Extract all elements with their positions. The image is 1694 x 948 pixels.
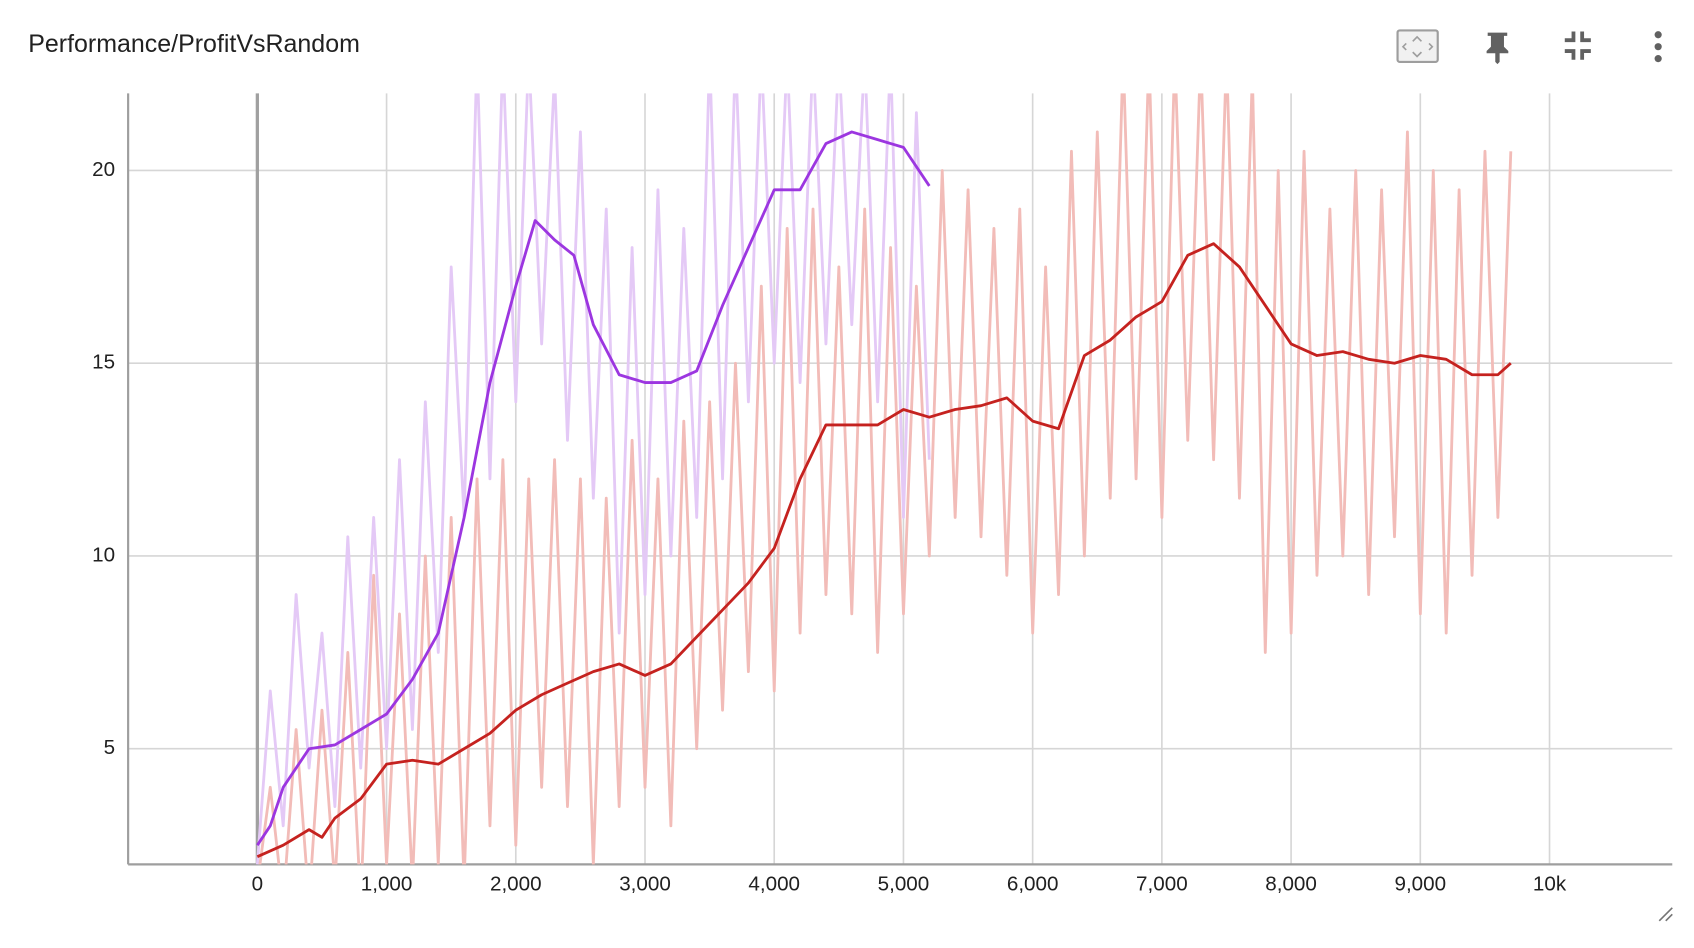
x-tick-label: 7,000 xyxy=(1136,872,1188,895)
x-tick-label: 8,000 xyxy=(1265,872,1317,895)
y-tick-label: 20 xyxy=(92,158,115,181)
plot-area xyxy=(255,93,1513,865)
series-line xyxy=(256,242,1512,858)
series-line xyxy=(256,130,931,846)
x-tick-label: 0 xyxy=(252,872,263,895)
y-tick-label: 15 xyxy=(92,351,115,374)
x-tick-label: 5,000 xyxy=(878,872,930,895)
chart-title: Performance/ProfitVsRandom xyxy=(28,30,360,58)
x-tick-label: 9,000 xyxy=(1394,872,1446,895)
y-tick-label: 5 xyxy=(104,736,115,759)
x-tick-label: 10k xyxy=(1533,872,1567,895)
toolbar xyxy=(1396,29,1662,65)
x-tick-label: 4,000 xyxy=(748,872,800,895)
x-tick-label: 2,000 xyxy=(490,872,542,895)
x-tick-label: 1,000 xyxy=(361,872,413,895)
series-line xyxy=(255,93,931,865)
fit-domain-button[interactable] xyxy=(1396,29,1439,63)
y-tick-label: 10 xyxy=(92,543,115,566)
series-line xyxy=(258,93,1513,865)
more-menu-button[interactable] xyxy=(1654,31,1662,63)
resize-handle[interactable] xyxy=(1658,907,1673,922)
pin-button[interactable] xyxy=(1486,32,1509,65)
x-tick-label: 6,000 xyxy=(1007,872,1059,895)
x-tick-label: 3,000 xyxy=(619,872,671,895)
collapse-button[interactable] xyxy=(1564,31,1591,60)
